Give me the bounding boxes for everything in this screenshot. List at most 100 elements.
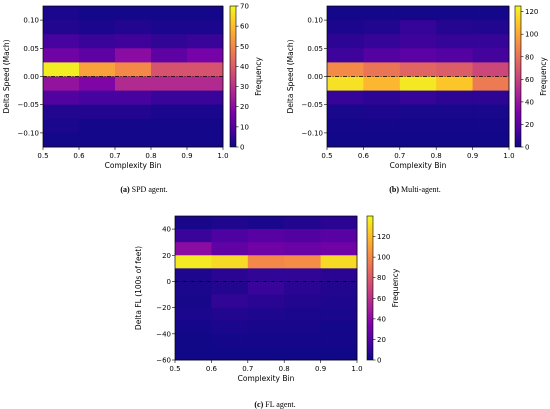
heatmap-cell [320, 320, 358, 335]
heatmap-cell [327, 34, 364, 49]
heatmap-cell [175, 320, 212, 335]
heatmap-cell [247, 281, 285, 295]
heatmap-cell [211, 268, 249, 282]
heatmap-cell [472, 104, 510, 120]
heatmap-cell [187, 132, 224, 148]
colorbar-tick-label: 20 [525, 121, 534, 129]
heatmap-cell [284, 294, 321, 309]
plot-frame [174, 215, 358, 361]
heatmap-cell [327, 90, 364, 106]
heatmap-cell [211, 320, 249, 335]
heatmap-cell [247, 294, 285, 309]
heatmap-cell [211, 255, 249, 269]
heatmap-cell [43, 6, 80, 21]
colorbar-tick-label: 80 [377, 274, 386, 282]
heatmap-cell [115, 34, 152, 49]
heatmap-cell [211, 294, 249, 309]
heatmap-cell [363, 118, 401, 134]
y-tick-label: 0.00 [23, 73, 39, 81]
heatmap-cell [399, 48, 437, 63]
x-tick-label: 0.5 [37, 152, 48, 160]
colorbar-tick-label: 40 [525, 98, 534, 106]
colorbar-tick-label: 30 [240, 83, 249, 91]
colorbar [229, 5, 237, 148]
heatmap-cell [115, 76, 152, 91]
heatmap-cell [363, 104, 401, 120]
heatmap-cell [284, 320, 321, 335]
y-tick-label: 0.00 [307, 73, 323, 81]
heatmap-cell [399, 6, 437, 21]
heatmap-cell [327, 48, 364, 63]
heatmap-cell [151, 90, 188, 106]
heatmap-cell [399, 104, 437, 120]
heatmap-cell [247, 333, 285, 348]
heatmap-cell [363, 48, 401, 63]
heatmap-cell [320, 268, 358, 282]
heatmap-cell [115, 90, 152, 106]
heatmap-cell [115, 132, 152, 148]
heatmap-cell [175, 242, 212, 256]
heatmap-cell [175, 307, 212, 322]
colorbar-tick-label: 80 [525, 53, 534, 61]
heatmap-cell [247, 216, 285, 230]
colorbar-tick-label: 40 [240, 63, 249, 71]
heatmap-cell [115, 20, 152, 35]
heatmap-cell [43, 34, 80, 49]
x-tick-label: 0.6 [73, 152, 85, 160]
heatmap-cell [175, 281, 212, 295]
heatmap-cell [175, 346, 212, 361]
heatmap-cell [187, 90, 224, 106]
x-axis-label: Complexity Bin [105, 161, 162, 170]
heatmap-cell [436, 6, 473, 21]
heatmap-cell [436, 76, 473, 91]
heatmap-cell [79, 132, 116, 148]
heatmap-panel-fl: 0.5 0.6 0.7 0.8 0.9 1.0 Complexity Bin −60 −40 −2… [134, 215, 400, 383]
heatmap-cell [472, 76, 510, 91]
heatmap-cell [79, 20, 116, 35]
heatmap-cell [284, 333, 321, 348]
heatmap-cell [436, 104, 473, 120]
heatmap-cell [320, 333, 358, 348]
heatmap-cell [211, 346, 249, 361]
colorbar-tick-label: 100 [377, 254, 390, 262]
heatmap-cell [187, 104, 224, 120]
heatmap-cell [247, 242, 285, 256]
heatmap-cell [436, 62, 473, 77]
colorbar [514, 5, 522, 148]
heatmap-cell [320, 307, 358, 322]
caption-b: (b) Multi-agent. [389, 185, 441, 194]
heatmap-cell [327, 20, 364, 35]
heatmap-cell [175, 255, 212, 269]
heatmap-cell [211, 307, 249, 322]
y-tick-label: −60 [156, 357, 171, 365]
heatmap-cell [436, 118, 473, 134]
heatmap-cell [327, 118, 364, 134]
x-tick-label: 0.5 [169, 365, 180, 373]
y-tick-label: 0 [167, 278, 171, 286]
heatmap-cell [320, 255, 358, 269]
heatmap-cell [115, 104, 152, 120]
heatmap-cell [151, 20, 188, 35]
heatmap-cell [436, 34, 473, 49]
heatmap-cell [327, 62, 364, 77]
heatmap-cell [211, 281, 249, 295]
colorbar-tick-label: 0 [240, 144, 244, 152]
x-tick-label: 0.5 [321, 152, 332, 160]
heatmap-cell [327, 132, 364, 148]
heatmap-cell [79, 48, 116, 63]
heatmap-cell [79, 62, 116, 77]
heatmap-cell [320, 216, 358, 230]
colorbar-tick-label: 20 [240, 103, 249, 111]
heatmap-cell [436, 48, 473, 63]
y-tick-label: −40 [156, 330, 171, 338]
colorbar-tick-label: 40 [377, 315, 386, 323]
heatmap-cell [43, 20, 80, 35]
colorbar-tick-label: 120 [377, 233, 390, 241]
colorbar-label: Frequency [539, 57, 548, 96]
heatmap-cell [175, 268, 212, 282]
x-axis-label: Complexity Bin [238, 374, 295, 383]
heatmap-cell [284, 268, 321, 282]
heatmap-cell [284, 255, 321, 269]
heatmap-cell [247, 346, 285, 361]
heatmap-cell [79, 6, 116, 21]
